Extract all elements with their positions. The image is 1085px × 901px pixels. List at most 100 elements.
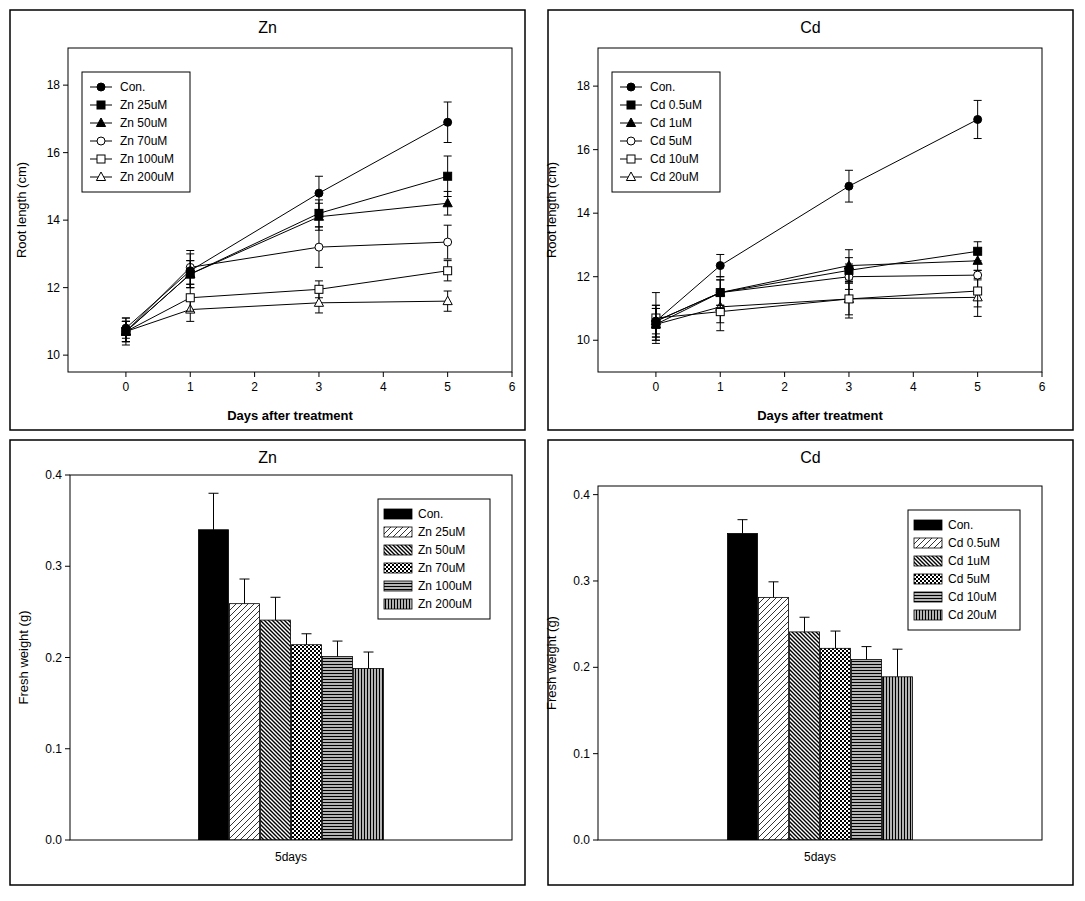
error-bar	[652, 293, 660, 344]
error-bar	[186, 254, 194, 288]
y-tick	[65, 840, 70, 841]
y-tick-label: 14	[47, 213, 61, 227]
y-tick	[63, 220, 68, 221]
y-tick-label: 0.0	[573, 833, 590, 847]
legend-swatch	[914, 610, 942, 620]
y-tick	[65, 657, 70, 658]
legend-label: Cd 0.5uM	[650, 98, 702, 112]
y-tick-label: 10	[47, 348, 61, 362]
plot-frame	[598, 48, 1042, 372]
panel: Zn1012141618Root length (cm)0123456Days …	[10, 10, 525, 430]
bar	[261, 620, 291, 840]
legend-marker	[97, 155, 105, 163]
legend-label: Con.	[650, 80, 675, 94]
error-bar	[862, 647, 872, 660]
legend-label: Zn 100uM	[120, 152, 174, 166]
panel: Cd0.00.10.20.30.4Fresh weight (g)5daysCo…	[544, 440, 1073, 885]
y-tick	[593, 276, 598, 277]
marker	[315, 243, 323, 251]
series-line	[656, 275, 978, 321]
chart-title: Cd	[800, 19, 820, 36]
legend-marker	[627, 137, 635, 145]
y-tick	[593, 840, 598, 841]
y-tick-label: 0.4	[45, 468, 62, 482]
error-bar	[974, 100, 982, 138]
legend-marker	[96, 118, 105, 127]
series-line	[126, 176, 448, 331]
bar	[354, 668, 384, 840]
marker	[444, 118, 452, 126]
x-tick-label: 4	[380, 380, 387, 394]
x-tick-label: 5days	[804, 850, 836, 864]
legend-swatch	[384, 545, 412, 555]
error-bar	[240, 579, 250, 604]
y-tick-label: 0.1	[573, 747, 590, 761]
legend-label: Con.	[418, 507, 443, 521]
x-tick-label: 0	[653, 380, 660, 394]
marker	[651, 316, 660, 325]
x-tick	[254, 372, 255, 377]
error-bar	[209, 493, 219, 530]
x-tick	[913, 372, 914, 377]
error-bar	[845, 258, 853, 283]
legend-label: Cd 1uM	[948, 554, 990, 568]
marker	[652, 317, 660, 325]
legend: Con.Zn 25uMZn 50uMZn 70uMZn 100uMZn 200u…	[82, 72, 190, 192]
x-tick	[447, 372, 448, 377]
x-tick	[977, 372, 978, 377]
x-tick-label: 6	[1039, 380, 1046, 394]
panel-border	[548, 440, 1073, 885]
marker	[444, 172, 452, 180]
marker	[974, 271, 982, 279]
y-tick	[593, 753, 598, 754]
error-bar	[271, 597, 281, 620]
error-bar	[315, 227, 323, 268]
error-bar	[845, 170, 853, 202]
plot-area	[199, 493, 384, 840]
legend-swatch	[384, 509, 412, 519]
y-tick	[593, 149, 598, 150]
x-tick	[190, 372, 191, 377]
y-tick-label: 12	[47, 281, 61, 295]
marker	[974, 287, 982, 295]
legend-swatch	[384, 527, 412, 537]
x-tick-label: 5days	[275, 850, 307, 864]
chart-title: Cd	[800, 449, 820, 466]
y-tick	[63, 287, 68, 288]
plot-frame	[70, 475, 512, 840]
marker	[315, 209, 323, 217]
legend-box	[82, 72, 190, 192]
legend-box	[908, 510, 1020, 630]
y-tick	[63, 152, 68, 153]
y-tick-label: 18	[47, 78, 61, 92]
bar	[323, 657, 353, 840]
legend-label: Cd 20uM	[650, 170, 699, 184]
series-line	[656, 297, 978, 324]
error-bar	[716, 280, 724, 305]
error-bar	[893, 649, 903, 677]
x-axis-label: Days after treatment	[227, 408, 353, 423]
legend-swatch	[914, 520, 942, 530]
error-bar	[364, 652, 374, 668]
y-tick	[593, 213, 598, 214]
y-tick-label: 0.2	[573, 660, 590, 674]
y-tick	[593, 86, 598, 87]
marker	[186, 294, 194, 302]
error-bar	[444, 291, 452, 311]
marker	[314, 298, 323, 307]
marker	[974, 115, 982, 123]
legend-box	[612, 72, 720, 192]
x-tick-label: 2	[781, 380, 788, 394]
panel-border	[548, 10, 1073, 430]
legend-swatch	[914, 574, 942, 584]
marker	[844, 294, 853, 303]
legend-label: Zn 200uM	[120, 170, 174, 184]
legend-label: Zn 25uM	[418, 525, 465, 539]
legend-label: Zn 50uM	[120, 116, 167, 130]
legend-box	[378, 499, 490, 619]
error-bar	[716, 277, 724, 309]
error-bar	[652, 305, 660, 337]
marker	[716, 262, 724, 270]
y-tick-label: 14	[577, 206, 591, 220]
x-tick-label: 3	[846, 380, 853, 394]
